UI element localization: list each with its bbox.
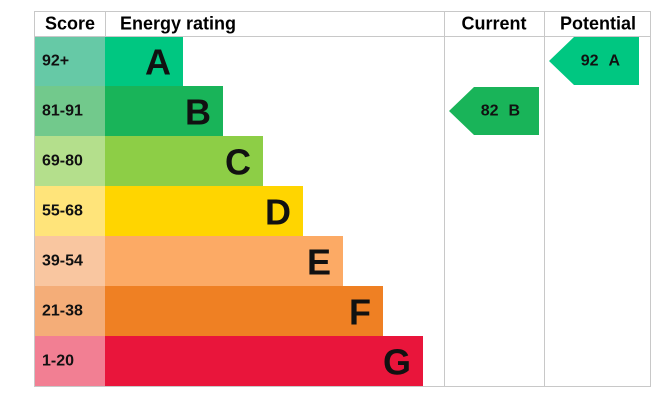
score-cell [34, 236, 105, 286]
rating-letter: C [225, 142, 251, 183]
rating-bar [105, 86, 223, 136]
rating-bar [105, 236, 343, 286]
score-cell [34, 186, 105, 236]
score-cell [34, 136, 105, 186]
indicator-arrow [449, 87, 539, 135]
rating-bar [105, 186, 303, 236]
score-cell [34, 286, 105, 336]
score-label: 81-91 [42, 103, 83, 120]
score-label: 69-80 [42, 153, 83, 170]
indicator-value: 82 [481, 103, 499, 120]
indicator-letter: B [509, 103, 521, 120]
grid [34, 11, 651, 387]
score-cell [34, 36, 105, 86]
score-cell [34, 86, 105, 136]
indicator-arrow [549, 37, 639, 85]
score-label: 92+ [42, 53, 69, 70]
rating-letter: B [185, 92, 211, 133]
rating-bar [105, 336, 423, 386]
indicator-value: 92 [581, 53, 599, 70]
score-label: 55-68 [42, 203, 83, 220]
current-indicator: 82 B [449, 87, 539, 135]
current-header: Current [461, 14, 526, 34]
rating-letter: F [349, 292, 371, 333]
rating-bar [105, 136, 263, 186]
potential-indicator: 92 A [549, 37, 639, 85]
bands: 92+ A 81-91 B 69-80 C 55-68 D 39-54 E 21-38 F 1-20 G 8… [34, 36, 639, 386]
score-label: 1-20 [42, 353, 74, 370]
rating-letter: G [383, 342, 411, 383]
potential-header: Potential [560, 14, 636, 34]
score-cell [34, 336, 105, 386]
rating-bar [105, 36, 183, 86]
indicator-letter: A [609, 53, 621, 70]
score-label: 21-38 [42, 303, 83, 320]
rating-letter: A [145, 42, 171, 83]
score-header: Score [45, 14, 95, 34]
rating-letter: D [265, 192, 291, 233]
energy-rating-header: Energy rating [120, 14, 236, 34]
rating-letter: E [307, 242, 331, 283]
rating-bar [105, 286, 383, 336]
score-label: 39-54 [42, 253, 83, 270]
